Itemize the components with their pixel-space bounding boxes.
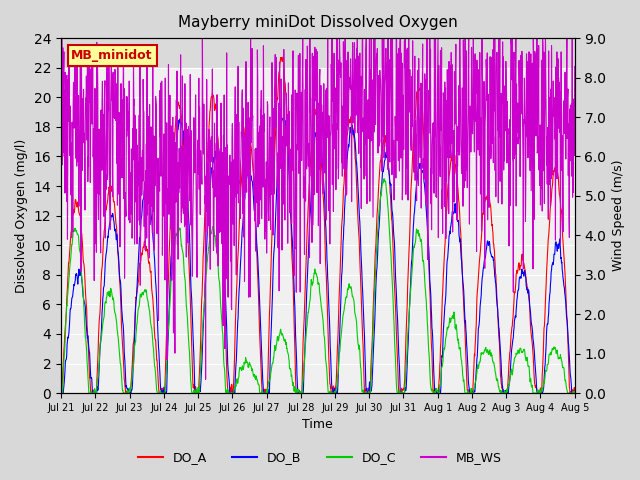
Title: Mayberry miniDot Dissolved Oxygen: Mayberry miniDot Dissolved Oxygen (178, 15, 458, 30)
Y-axis label: Dissolved Oxygen (mg/l): Dissolved Oxygen (mg/l) (15, 139, 28, 293)
Legend: DO_A, DO_B, DO_C, MB_WS: DO_A, DO_B, DO_C, MB_WS (133, 446, 507, 469)
Bar (61, 38, 575, 68)
Y-axis label: Wind Speed (m/s): Wind Speed (m/s) (612, 160, 625, 271)
X-axis label: Time: Time (303, 419, 333, 432)
Text: MB_minidot: MB_minidot (71, 49, 153, 62)
